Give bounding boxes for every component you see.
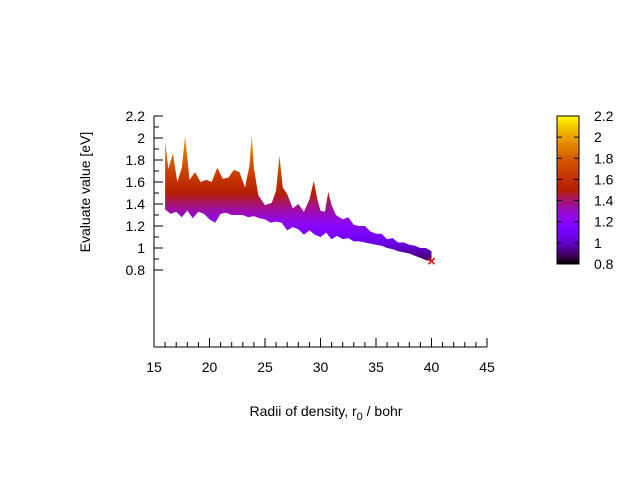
colorbar-tick-label: 2.2	[594, 108, 614, 124]
y-tick-label: 1.2	[126, 218, 146, 234]
colorbar-tick-label: 1	[594, 235, 602, 251]
y-tick-label: 0.8	[126, 262, 146, 278]
axes: 15 20 25 30 35 40 45 0.8 1 1.2 1.4 1.6 1.8 2 2.2	[126, 108, 495, 375]
y-tick-label: 1.6	[126, 174, 146, 190]
surface-band	[165, 134, 432, 262]
plot-area: 15 20 25 30 35 40 45 0.8 1 1.2 1.4 1.6 1.8 2 2.2	[126, 108, 495, 375]
colorbar-tick-label: 1.8	[594, 150, 614, 166]
y-tick-label: 2.2	[126, 108, 146, 124]
colorbar-gradient	[556, 115, 580, 265]
y-tick-label: 1	[137, 240, 145, 256]
colorbar-tick-label: 1.2	[594, 214, 614, 230]
x-axis-label-main: Radii of density, r	[250, 403, 357, 419]
colorbar-tick-label: 1.6	[594, 171, 614, 187]
min-marker	[427, 257, 436, 265]
surface-layer	[165, 134, 432, 262]
x-tick-label: 15	[146, 359, 162, 375]
marker-stroke-2	[427, 257, 436, 265]
x-tick-label: 20	[202, 359, 218, 375]
y-tick-label: 1.4	[126, 196, 146, 212]
x-axis-label-subscript: 0	[357, 411, 363, 423]
y-axis-label: Evaluate value [eV]	[77, 132, 93, 253]
x-axis-label-unit: / bohr	[363, 403, 403, 419]
colorbar: 0.8 1 1.2 1.4 1.6 1.8 2 2.2	[556, 108, 614, 272]
y-tick-label: 1.8	[126, 152, 146, 168]
marker-layer	[427, 257, 436, 265]
x-tick-label: 25	[257, 359, 273, 375]
x-axis-label: Radii of density, r0 / bohr	[250, 403, 403, 423]
x-tick-label: 30	[313, 359, 329, 375]
y-tick-label: 2	[137, 130, 145, 146]
colorbar-tick-label: 0.8	[594, 256, 614, 272]
colorbar-tick-label: 2	[594, 129, 602, 145]
x-tick-label: 40	[424, 359, 440, 375]
colorbar-tick-label: 1.4	[594, 193, 614, 209]
x-tick-label: 35	[368, 359, 384, 375]
x-tick-label: 45	[479, 359, 495, 375]
